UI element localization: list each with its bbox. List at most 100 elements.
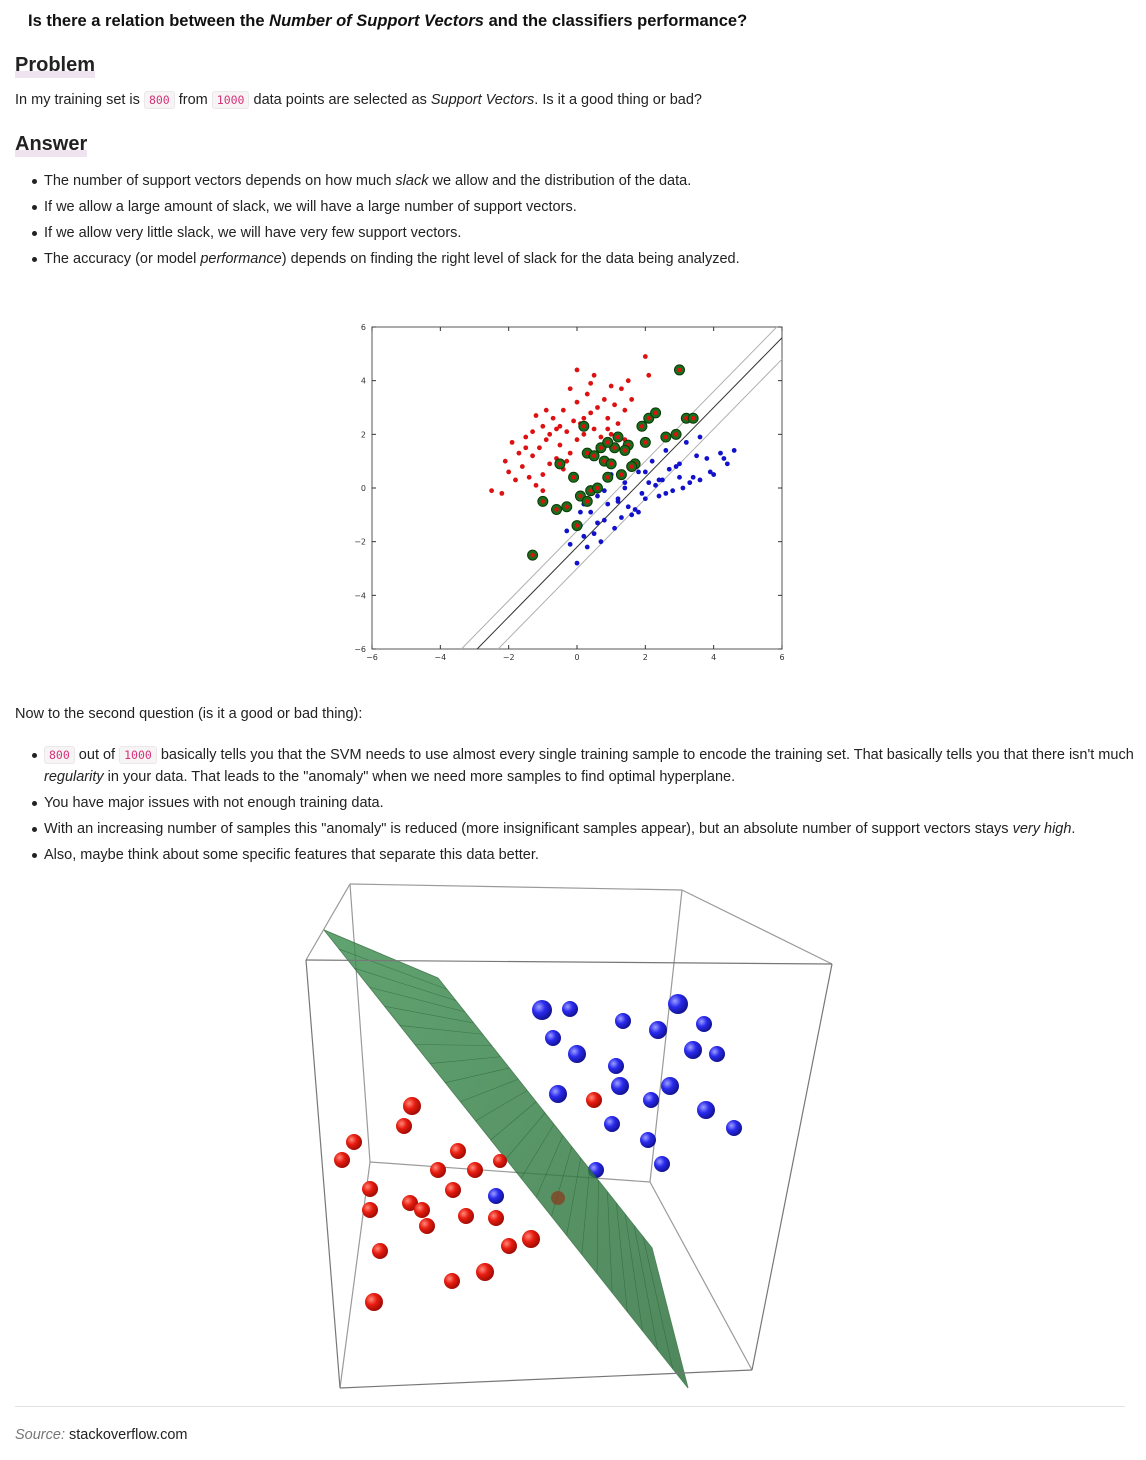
- blue-sphere: [608, 1058, 624, 1074]
- red-sphere: [493, 1154, 507, 1168]
- blue-point: [656, 493, 662, 499]
- red-point: [581, 415, 587, 421]
- red-point: [605, 415, 611, 421]
- blue-point: [666, 466, 672, 472]
- blue-point: [601, 517, 607, 523]
- red-point: [489, 488, 494, 494]
- blue-point: [707, 469, 713, 475]
- blue-sphere: [549, 1085, 567, 1103]
- blue-sphere: [562, 1001, 578, 1017]
- red-point: [588, 410, 594, 416]
- red-point: [574, 367, 580, 373]
- red-point: [530, 429, 535, 435]
- y-tick-label: 4: [361, 377, 366, 386]
- list-item: You have major issues with not enough tr…: [32, 792, 1134, 814]
- support-vector-point: [578, 493, 583, 499]
- mesh-line: [581, 1169, 590, 1255]
- problem-text: In my training set is 800 from 1000 data…: [15, 91, 702, 109]
- mesh-line: [490, 1101, 537, 1141]
- blue-point: [622, 485, 628, 491]
- blue-point: [632, 507, 638, 512]
- red-sphere: [488, 1210, 504, 1226]
- x-tick-label: 6: [779, 653, 784, 662]
- blue-point: [619, 515, 624, 520]
- red-point: [571, 418, 576, 424]
- blue-sphere: [668, 994, 688, 1014]
- blue-sphere: [661, 1077, 679, 1095]
- problem-text-3: data points are selected as: [249, 92, 431, 108]
- blue-sphere: [684, 1041, 702, 1059]
- mesh-line: [414, 1044, 492, 1046]
- blue-point: [581, 533, 587, 539]
- blue-point: [574, 560, 580, 566]
- blue-point: [724, 461, 730, 467]
- support-vector-point: [602, 458, 607, 464]
- red-point: [509, 439, 515, 445]
- support-vector-point: [684, 416, 689, 421]
- mesh-line: [505, 1112, 546, 1160]
- mesh-line: [384, 1006, 474, 1024]
- red-point: [523, 434, 529, 440]
- support-vector-point: [581, 424, 587, 429]
- red-point: [564, 458, 570, 464]
- blue-point: [612, 525, 617, 531]
- blue-point: [660, 477, 665, 483]
- red-sphere: [467, 1162, 483, 1178]
- problem-text-2: from: [174, 92, 212, 108]
- red-point: [557, 423, 563, 429]
- svm-scatter-chart: −6 −4 −2 0 2 4 6 6 4 2 0 −2 −4 −6: [354, 323, 784, 662]
- support-vector-point: [564, 504, 569, 509]
- svm-3d-illustration: [305, 883, 833, 1389]
- mesh-line: [551, 1146, 573, 1217]
- problem-emphasis: Support Vectors: [430, 92, 535, 108]
- blue-sphere: [640, 1132, 656, 1148]
- mesh-line: [354, 967, 456, 1001]
- mesh-line: [460, 1078, 519, 1103]
- mesh-line: [369, 986, 465, 1013]
- bullet-text: The number of support vectors depends on…: [44, 173, 396, 189]
- support-vector-point: [605, 440, 610, 445]
- red-sphere: [522, 1230, 540, 1248]
- red-point: [533, 482, 539, 488]
- blue-point: [578, 509, 583, 515]
- blue-point: [718, 450, 723, 456]
- divider: [15, 1406, 1125, 1407]
- blue-point: [656, 477, 662, 483]
- blue-point: [622, 480, 628, 486]
- red-point: [608, 431, 614, 437]
- blue-class-points: [564, 434, 737, 566]
- support-vector-point: [540, 499, 546, 504]
- bullet-text: With an increasing number of samples thi…: [44, 821, 1013, 837]
- red-point: [588, 380, 594, 386]
- cube-back-edges: [305, 883, 833, 1389]
- red-point: [513, 477, 518, 483]
- red-point: [584, 391, 590, 397]
- list-item: Also, maybe think about some specific fe…: [32, 844, 1134, 866]
- blue-point: [591, 531, 597, 537]
- red-point: [540, 488, 546, 494]
- red-point: [530, 453, 535, 459]
- red-point: [557, 442, 563, 448]
- support-vector-point: [585, 499, 590, 504]
- red-point: [499, 490, 505, 496]
- support-vector-point: [595, 485, 600, 491]
- red-sphere: [346, 1134, 362, 1150]
- bullet-text: basically tells you that the SVM needs t…: [156, 747, 1134, 763]
- red-point: [605, 426, 611, 432]
- bullet-text: The accuracy (or model: [44, 251, 201, 267]
- x-tick-label: −6: [366, 653, 378, 662]
- blue-point: [663, 490, 669, 496]
- blue-point: [680, 485, 686, 491]
- blue-sphere: [488, 1188, 504, 1204]
- answer-heading: Answer: [15, 133, 88, 155]
- red-sphere: [396, 1118, 412, 1134]
- red-sphere: [362, 1202, 378, 1218]
- red-sphere: [430, 1162, 446, 1178]
- blue-point: [697, 434, 703, 440]
- blue-point: [653, 482, 658, 488]
- red-point: [567, 386, 573, 392]
- source-credit: Source: stackoverflow.com: [15, 1427, 187, 1443]
- support-vector-point: [646, 416, 651, 421]
- decision-line: [476, 337, 783, 650]
- blue-sphere: [696, 1016, 712, 1032]
